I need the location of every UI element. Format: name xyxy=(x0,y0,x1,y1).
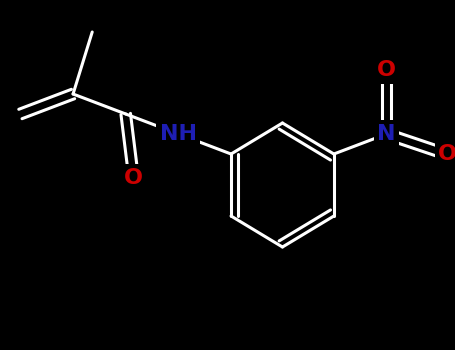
Text: N: N xyxy=(377,124,396,144)
Text: O: O xyxy=(124,168,143,188)
Text: O: O xyxy=(438,144,455,164)
Text: O: O xyxy=(377,60,396,80)
Text: NH: NH xyxy=(160,124,197,144)
